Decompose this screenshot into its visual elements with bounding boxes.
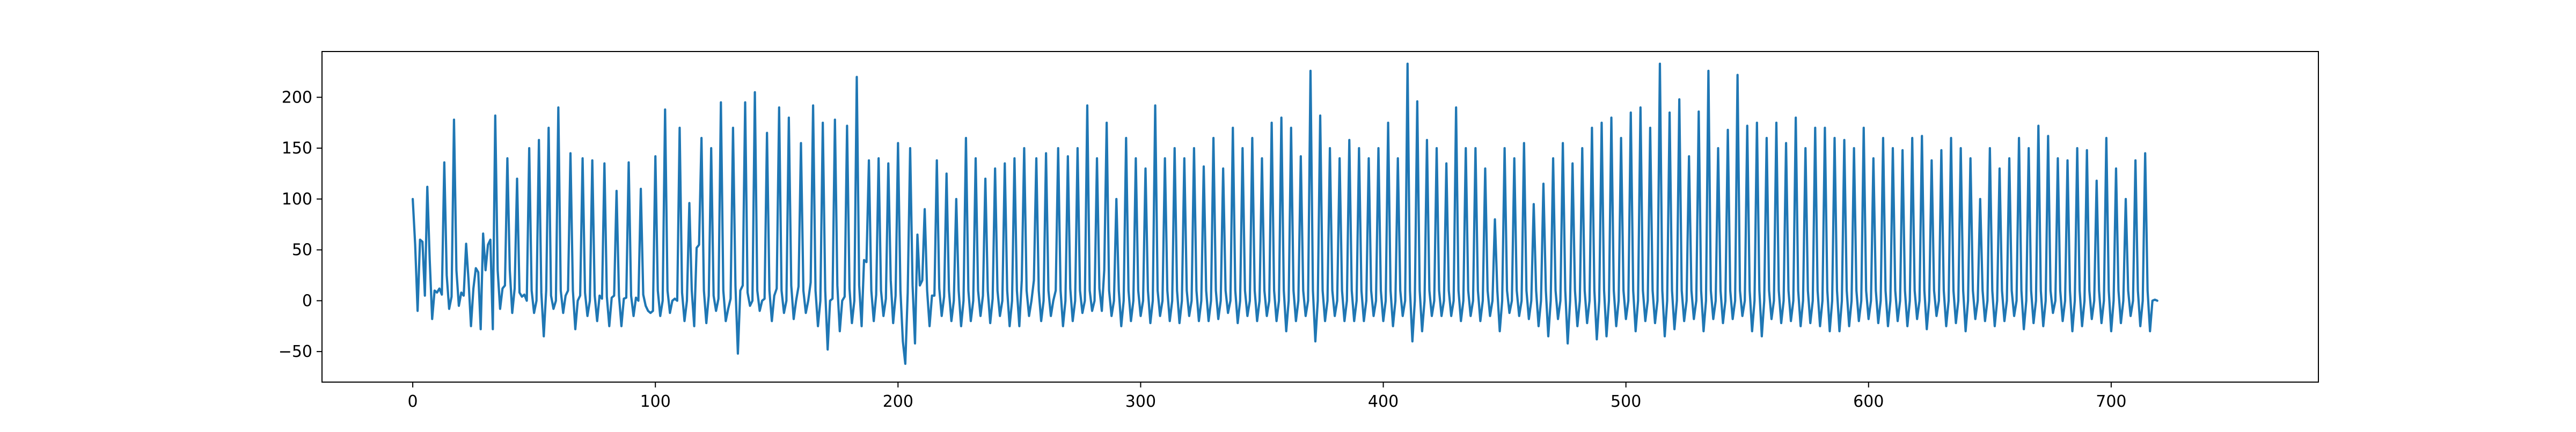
x-tick-label: 100	[640, 392, 671, 411]
x-tick-label: 300	[1125, 392, 1156, 411]
x-tick-label: 400	[1368, 392, 1399, 411]
x-tick-label: 600	[1853, 392, 1884, 411]
y-tick-label: 100	[282, 190, 312, 209]
y-tick-label: 50	[292, 241, 312, 260]
data-layer	[411, 62, 2158, 365]
axes-layer: 0 100 200 300 400 500 600 700 −50 0 50 100 150 200	[279, 88, 2127, 411]
x-tick-label: 200	[883, 392, 913, 411]
series-line-0	[411, 62, 2158, 365]
y-tick-label: 0	[302, 291, 312, 310]
x-tick-label: 500	[1611, 392, 1641, 411]
x-tick-label: 700	[2096, 392, 2126, 411]
y-tick-label: 150	[282, 139, 312, 158]
y-tick-label: 200	[282, 88, 312, 107]
x-tick-label: 0	[408, 392, 418, 411]
plot-frame	[321, 51, 2319, 383]
y-tick-label: −50	[279, 342, 312, 361]
